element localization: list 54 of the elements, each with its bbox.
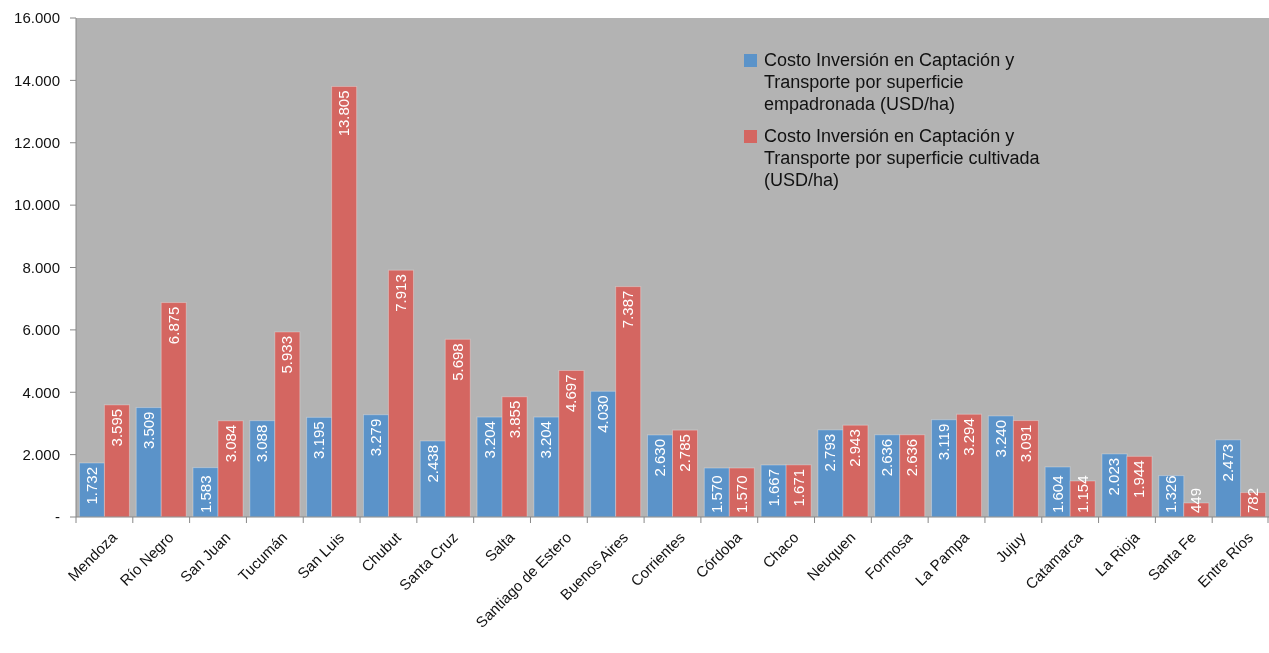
- data-label: 3.509: [139, 411, 157, 450]
- data-label: 1.570: [707, 475, 725, 513]
- data-label: 1.570: [732, 475, 750, 513]
- y-tick-label: 14.000: [14, 71, 60, 89]
- data-label: 3.595: [107, 408, 125, 447]
- legend-label: Costo Inversión en Captación y Transporte por superficie empadronada (USD/ha): [764, 50, 1015, 114]
- y-tick-label: 12.000: [14, 134, 60, 151]
- legend-label: Costo Inversión en Captación y Transporte por superficie cultivada (USD/ha): [764, 126, 1041, 190]
- data-label: 3.294: [960, 418, 978, 456]
- data-label: 2.943: [846, 429, 864, 467]
- y-tick-label: 2.000: [22, 445, 60, 463]
- data-label: 3.855: [505, 400, 523, 439]
- y-tick-label: 16.000: [14, 9, 60, 27]
- data-label: 2.473: [1219, 443, 1237, 482]
- data-label: 4.697: [562, 374, 580, 413]
- data-label: 2.630: [651, 438, 668, 477]
- y-tick-label: 6.000: [22, 321, 60, 339]
- data-label: 3.091: [1016, 424, 1034, 463]
- data-label: 6.875: [164, 306, 182, 345]
- data-label: 449: [1187, 487, 1205, 513]
- data-label: 4.030: [594, 395, 612, 433]
- data-label: 1.671: [789, 468, 807, 507]
- data-label: 3.204: [537, 421, 555, 459]
- y-tick-label: -: [55, 508, 60, 526]
- data-label: 1.944: [1130, 460, 1148, 498]
- data-label: 3.279: [366, 418, 384, 457]
- data-label: 2.023: [1105, 457, 1123, 496]
- data-label: 2.793: [821, 433, 839, 472]
- data-label: 5.933: [278, 335, 296, 374]
- data-label: 2.785: [676, 434, 693, 472]
- data-label: 3.204: [480, 421, 498, 459]
- data-label: 13.805: [335, 90, 353, 137]
- x-tick-label: San Luis: [293, 528, 348, 582]
- data-label: 3.240: [991, 419, 1009, 458]
- data-label: 2.438: [423, 444, 441, 483]
- data-label: 782: [1244, 487, 1262, 513]
- data-label: 7.913: [391, 274, 409, 312]
- data-label: 1.732: [82, 466, 100, 505]
- data-label: 1.604: [1048, 475, 1066, 513]
- y-tick-label: 4.000: [22, 383, 60, 401]
- data-label: 3.195: [310, 421, 328, 459]
- data-label: 1.667: [764, 469, 782, 507]
- data-label: 1.583: [196, 475, 214, 513]
- data-label: 2.636: [903, 438, 921, 477]
- data-label: 3.084: [221, 424, 239, 463]
- data-label: 3.088: [253, 424, 271, 463]
- data-label: 5.698: [448, 343, 466, 381]
- data-label: 7.387: [619, 290, 637, 329]
- data-label: 1.326: [1162, 475, 1180, 513]
- data-label: 2.636: [878, 438, 896, 477]
- data-label: 3.119: [935, 423, 953, 461]
- y-tick-label: 10.000: [14, 196, 60, 214]
- y-tick-label: 8.000: [22, 258, 60, 276]
- data-label: 1.154: [1073, 475, 1091, 513]
